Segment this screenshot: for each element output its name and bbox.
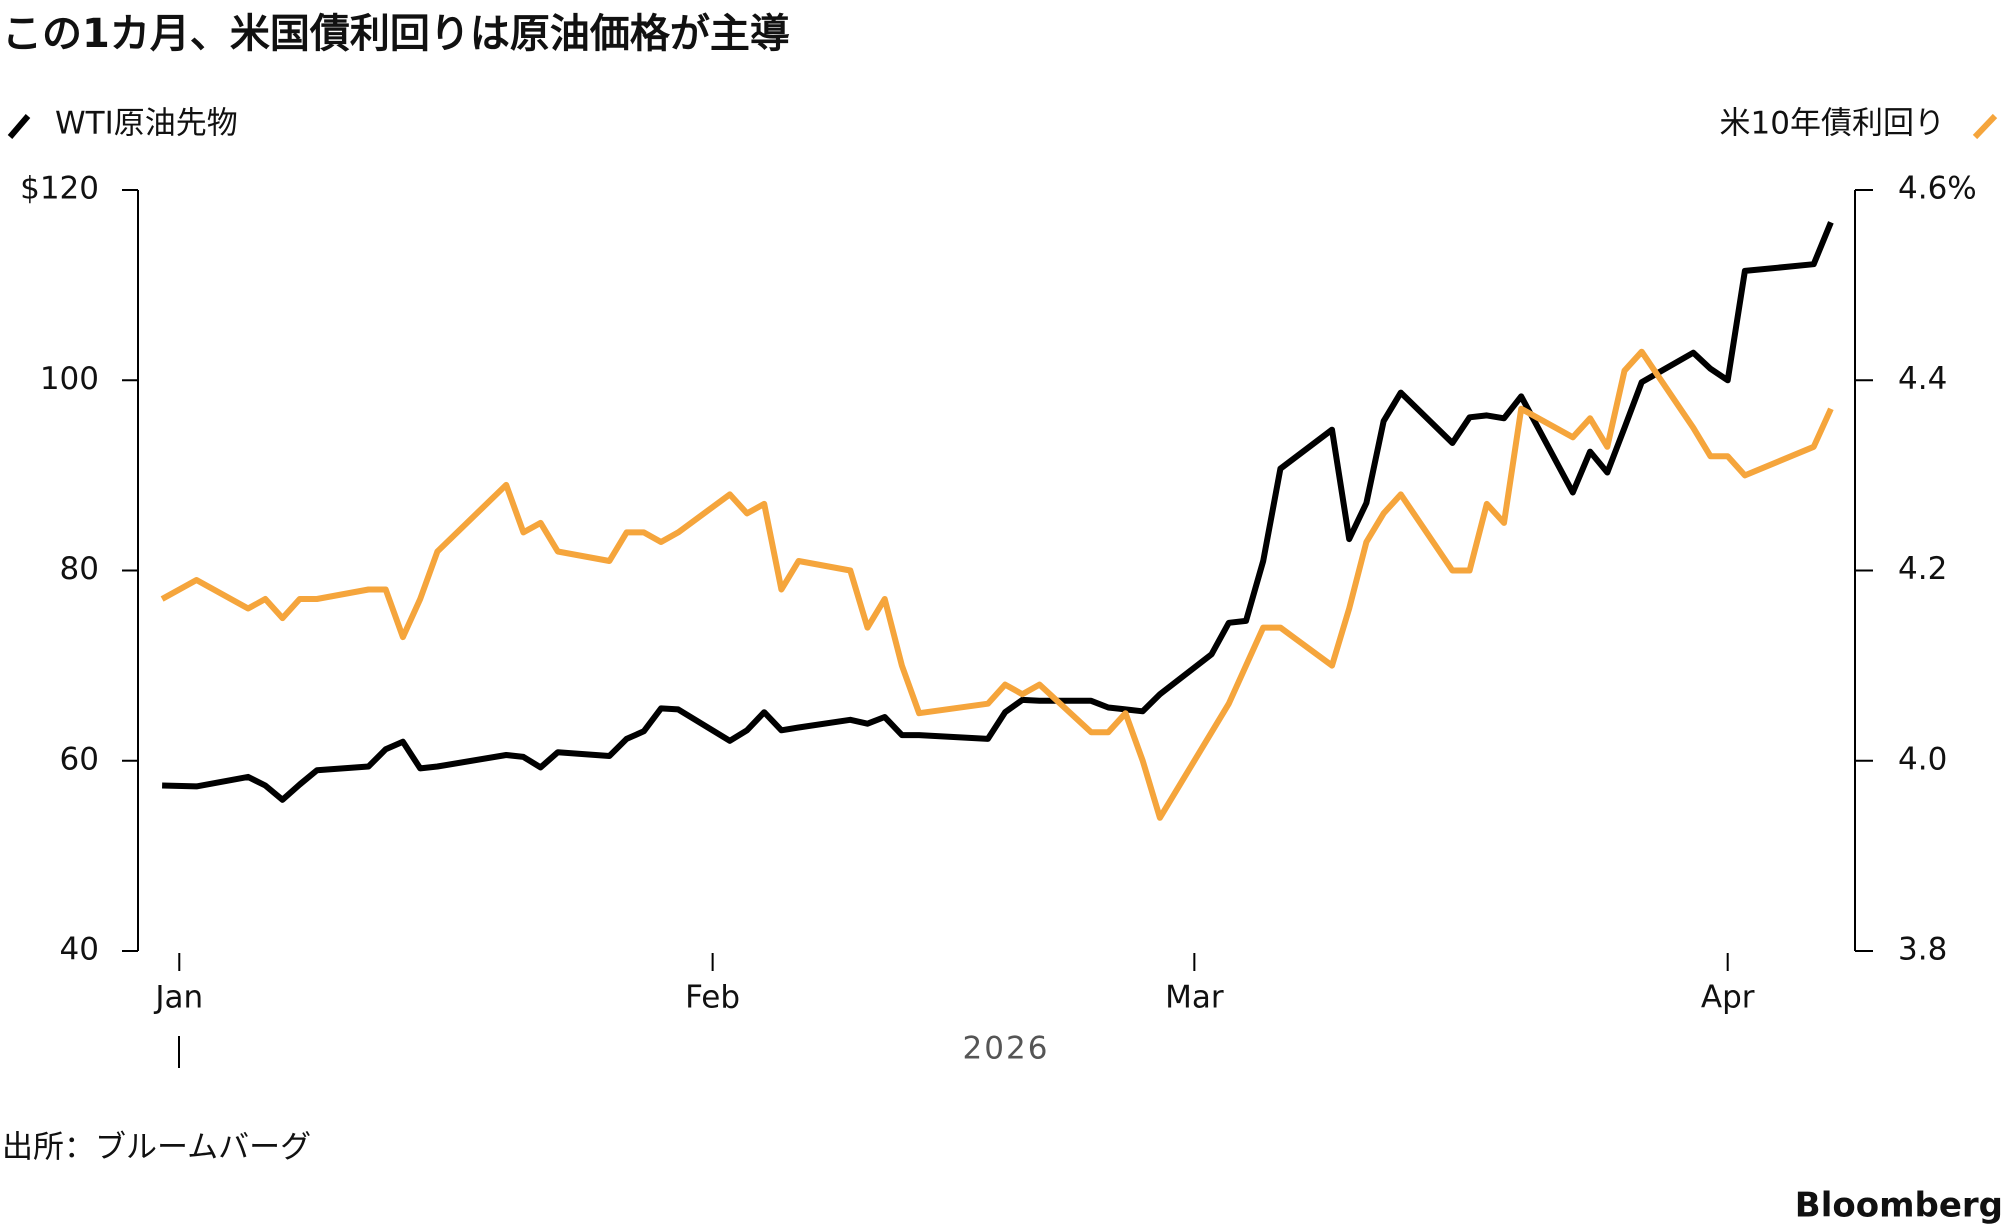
legend-label: WTI原油先物 xyxy=(55,106,238,142)
legend-swatch xyxy=(1972,113,1998,140)
y2-tick-label: 4.4 xyxy=(1898,361,1947,397)
x-tick-label: Apr xyxy=(1701,980,1755,1016)
y2-tick-label: 4.6% xyxy=(1898,171,1977,207)
x-axis-label: 2026 xyxy=(963,1031,1050,1067)
y2-tick-label: 4.0 xyxy=(1898,741,1947,777)
y-tick-label: 60 xyxy=(60,741,99,777)
brand: Bloomberg xyxy=(1795,1186,2003,1226)
series-line xyxy=(160,348,1834,821)
chart-title: この1カ月、米国債利回りは原油価格が主導 xyxy=(2,11,790,57)
y2-tick-label: 4.2 xyxy=(1898,551,1947,587)
y-tick-label: $120 xyxy=(20,171,99,207)
legend-label: 米10年債利回り xyxy=(1720,106,1945,142)
y-tick-label: 100 xyxy=(40,361,99,397)
source: 出所：ブルームバーグ xyxy=(2,1130,311,1166)
series-line xyxy=(162,221,1834,803)
y2-tick-label: 3.8 xyxy=(1898,932,1947,968)
y-tick-label: 40 xyxy=(60,932,99,968)
y-tick-label: 80 xyxy=(60,551,99,587)
x-tick-label: Feb xyxy=(685,980,740,1016)
legend-swatch xyxy=(7,114,31,139)
x-tick-label: Mar xyxy=(1165,980,1224,1016)
x-tick-label: Jan xyxy=(153,980,203,1016)
